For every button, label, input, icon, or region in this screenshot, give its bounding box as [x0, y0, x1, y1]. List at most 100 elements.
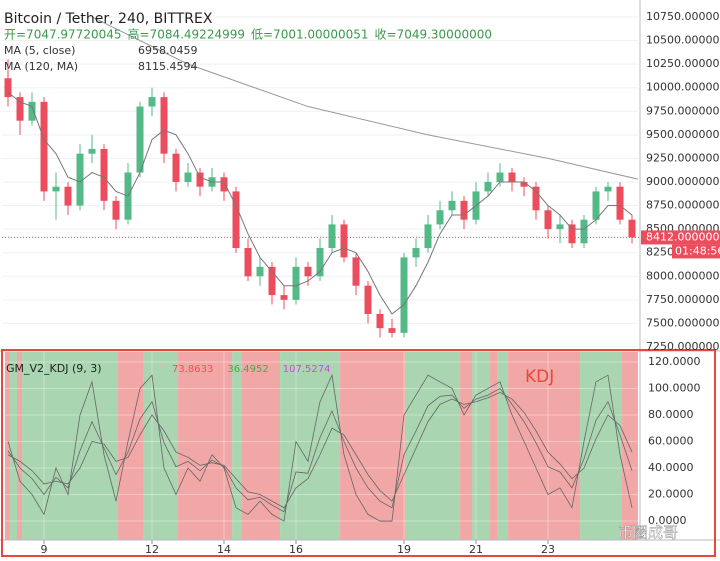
- candle-body: [436, 210, 444, 225]
- signal-region: [340, 352, 405, 540]
- candle-body: [4, 78, 12, 98]
- candle-body: [328, 224, 336, 248]
- y-tick-label: 40.0000: [648, 461, 694, 474]
- candle-body: [88, 148, 96, 154]
- signal-region: [280, 352, 341, 540]
- y-tick-label: 7250.00000000: [646, 340, 720, 353]
- legend-value: 73.8633: [172, 364, 213, 375]
- candle-body: [232, 191, 240, 248]
- legend-value: 107.5274: [283, 364, 331, 375]
- candle-body: [244, 247, 252, 277]
- kdj-line: [7, 391, 633, 509]
- signal-region: [22, 352, 119, 540]
- price-pane: [2, 16, 639, 348]
- y-tick-label: 0.0000: [648, 514, 687, 527]
- legend-value: 6958.0459: [138, 44, 198, 57]
- x-tick-label: 9: [41, 543, 48, 556]
- chart-title: Bitcoin / Tether, 240, BITTREX: [4, 11, 213, 27]
- x-tick-label: 14: [217, 543, 231, 556]
- signal-region: [232, 352, 242, 540]
- x-tick-label: 23: [541, 543, 555, 556]
- y-tick-label: 60.0000: [648, 434, 694, 447]
- ohlc-label: 开=7047.97720045: [4, 28, 122, 42]
- y-tick-label: 9250.00000000: [646, 151, 720, 164]
- legend-name: MA (5, close): [4, 44, 75, 57]
- candle-body: [604, 186, 612, 192]
- y-tick-label: 7750.00000000: [646, 293, 720, 306]
- candle-body: [568, 224, 576, 244]
- highlight-box: [1, 349, 716, 557]
- candle-body: [148, 97, 156, 107]
- candle-body: [220, 177, 228, 192]
- ma-line: [91, 16, 639, 180]
- candle-body: [160, 97, 168, 154]
- signal-region: [5, 352, 11, 540]
- signal-region: [472, 352, 491, 540]
- legend-value: 8115.4594: [138, 60, 198, 73]
- candle-body: [52, 186, 60, 192]
- candle-body: [256, 266, 264, 277]
- x-tick-label: 12: [145, 543, 159, 556]
- countdown-tag: [672, 244, 720, 259]
- candle-body: [424, 224, 432, 248]
- ohlc-label: 低=7001.00000051: [251, 28, 369, 42]
- signal-region: [17, 352, 23, 540]
- candle-body: [484, 181, 492, 192]
- candle-body: [292, 266, 300, 300]
- kdj-line: [7, 387, 633, 513]
- y-tick-label: 120.0000: [648, 355, 701, 368]
- y-tick-label: 8000.00000000: [646, 269, 720, 282]
- price-tag-label: 8412.00000000: [646, 230, 720, 243]
- annotation: KDJ: [525, 367, 554, 387]
- y-tick-label: 80.0000: [648, 408, 694, 421]
- candle-body: [304, 266, 312, 277]
- countdown-label: 01:48:56: [675, 244, 720, 257]
- signal-region: [460, 352, 473, 540]
- y-tick-label: 10750.00000000: [646, 10, 720, 23]
- signal-region: [497, 352, 509, 540]
- y-tick-label: 8750.00000000: [646, 199, 720, 212]
- candle-body: [412, 247, 420, 258]
- x-tick-label: 19: [397, 543, 411, 556]
- ohlc-label: 收=7049.30000000: [375, 28, 493, 42]
- signal-region: [622, 352, 638, 540]
- x-tick-label: 16: [289, 543, 303, 556]
- legend-value: 36.4952: [227, 364, 268, 375]
- signal-region: [580, 352, 623, 540]
- candle-body: [136, 106, 144, 173]
- candle-body: [388, 328, 396, 333]
- candle-body: [100, 148, 108, 201]
- candle-body: [64, 186, 72, 206]
- candle-body: [28, 101, 36, 121]
- candle-body: [616, 186, 624, 220]
- candle-body: [496, 172, 504, 182]
- kdj-line: [7, 373, 633, 522]
- candle-body: [172, 153, 180, 182]
- price-tag: [641, 230, 720, 245]
- legend-name: MA (120, MA): [4, 60, 78, 73]
- candle-body: [316, 247, 324, 277]
- candle-body: [280, 295, 288, 300]
- candle-body: [76, 153, 84, 206]
- candle-body: [556, 224, 564, 230]
- y-tick-label: 20.0000: [648, 488, 694, 501]
- candle-body: [628, 219, 636, 238]
- signal-region: [404, 352, 461, 540]
- y-tick-label: 100.0000: [648, 381, 701, 394]
- candle-body: [592, 191, 600, 220]
- candle-body: [16, 97, 24, 121]
- pane-title: GM_V2_KDJ (9, 3): [6, 362, 102, 375]
- candle-body: [400, 257, 408, 333]
- signal-region: [508, 352, 581, 540]
- y-tick-label: 7500.00000000: [646, 316, 720, 329]
- signal-region: [242, 352, 281, 540]
- candle-body: [520, 181, 528, 187]
- candle-body: [112, 200, 120, 220]
- candle-body: [40, 101, 48, 192]
- candle-body: [508, 172, 516, 182]
- candle-body: [268, 266, 276, 296]
- candle-body: [196, 172, 204, 187]
- candle-body: [352, 257, 360, 286]
- candle-body: [340, 224, 348, 258]
- candle-body: [580, 219, 588, 244]
